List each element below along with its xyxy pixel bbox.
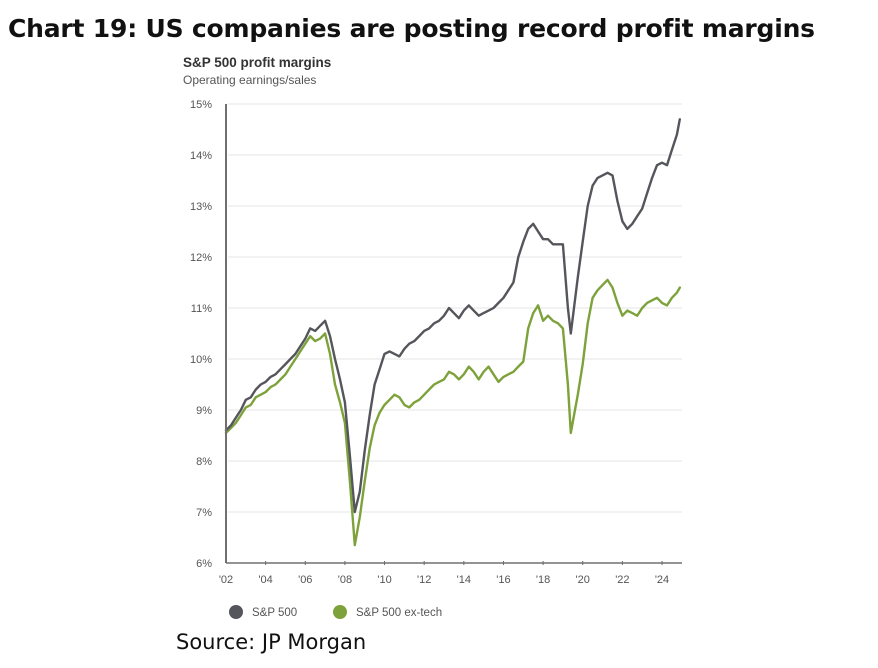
legend: S&P 500 S&P 500 ex-tech xyxy=(229,605,442,619)
x-tick-label: '20 xyxy=(576,574,590,586)
y-axis-ticks: 6% 7% 8% 9% 10% 11% 12% 13% 14% 15% xyxy=(190,99,212,570)
x-tick-label: '14 xyxy=(457,574,471,586)
y-tick-label: 12% xyxy=(190,252,212,264)
x-tick-label: '02 xyxy=(219,574,233,586)
x-tick-label: '08 xyxy=(338,574,352,586)
legend-swatch xyxy=(229,605,243,619)
x-tick-label: '06 xyxy=(298,574,312,586)
x-tick-label: '10 xyxy=(377,574,391,586)
series-layer xyxy=(224,118,681,547)
x-tick-label: '12 xyxy=(417,574,431,586)
x-tick-label: '04 xyxy=(258,574,272,586)
y-tick-label: 7% xyxy=(196,507,212,519)
x-tick-label: '18 xyxy=(536,574,550,586)
y-tick-label: 6% xyxy=(196,558,212,570)
x-tick-label: '22 xyxy=(615,574,629,586)
chart-subtitle: Operating earnings/sales xyxy=(183,73,317,87)
y-tick-label: 15% xyxy=(190,99,212,111)
x-tick-label: '24 xyxy=(655,574,669,586)
legend-swatch xyxy=(333,605,347,619)
chart-title: S&P 500 profit margins xyxy=(183,55,332,70)
y-tick-label: 10% xyxy=(190,354,212,366)
y-tick-label: 13% xyxy=(190,201,212,213)
series-line-sp500 xyxy=(224,118,681,514)
series-line-sp500-ex-tech xyxy=(224,278,681,547)
x-axis-ticks: '02 '04 '06 '08 '10 '12 '14 '16 '18 '20 '22 '24 xyxy=(219,561,669,586)
legend-label: S&P 500 xyxy=(252,607,297,619)
y-tick-label: 14% xyxy=(190,150,212,162)
gridlines xyxy=(228,103,682,513)
headline: Chart 19: US companies are posting recor… xyxy=(8,14,815,43)
y-tick-label: 11% xyxy=(191,303,212,315)
source-note: Source: JP Morgan xyxy=(176,630,367,654)
legend-label: S&P 500 ex-tech xyxy=(356,607,442,619)
y-tick-label: 9% xyxy=(196,405,212,417)
x-tick-label: '16 xyxy=(496,574,510,586)
y-tick-label: 8% xyxy=(196,456,212,468)
